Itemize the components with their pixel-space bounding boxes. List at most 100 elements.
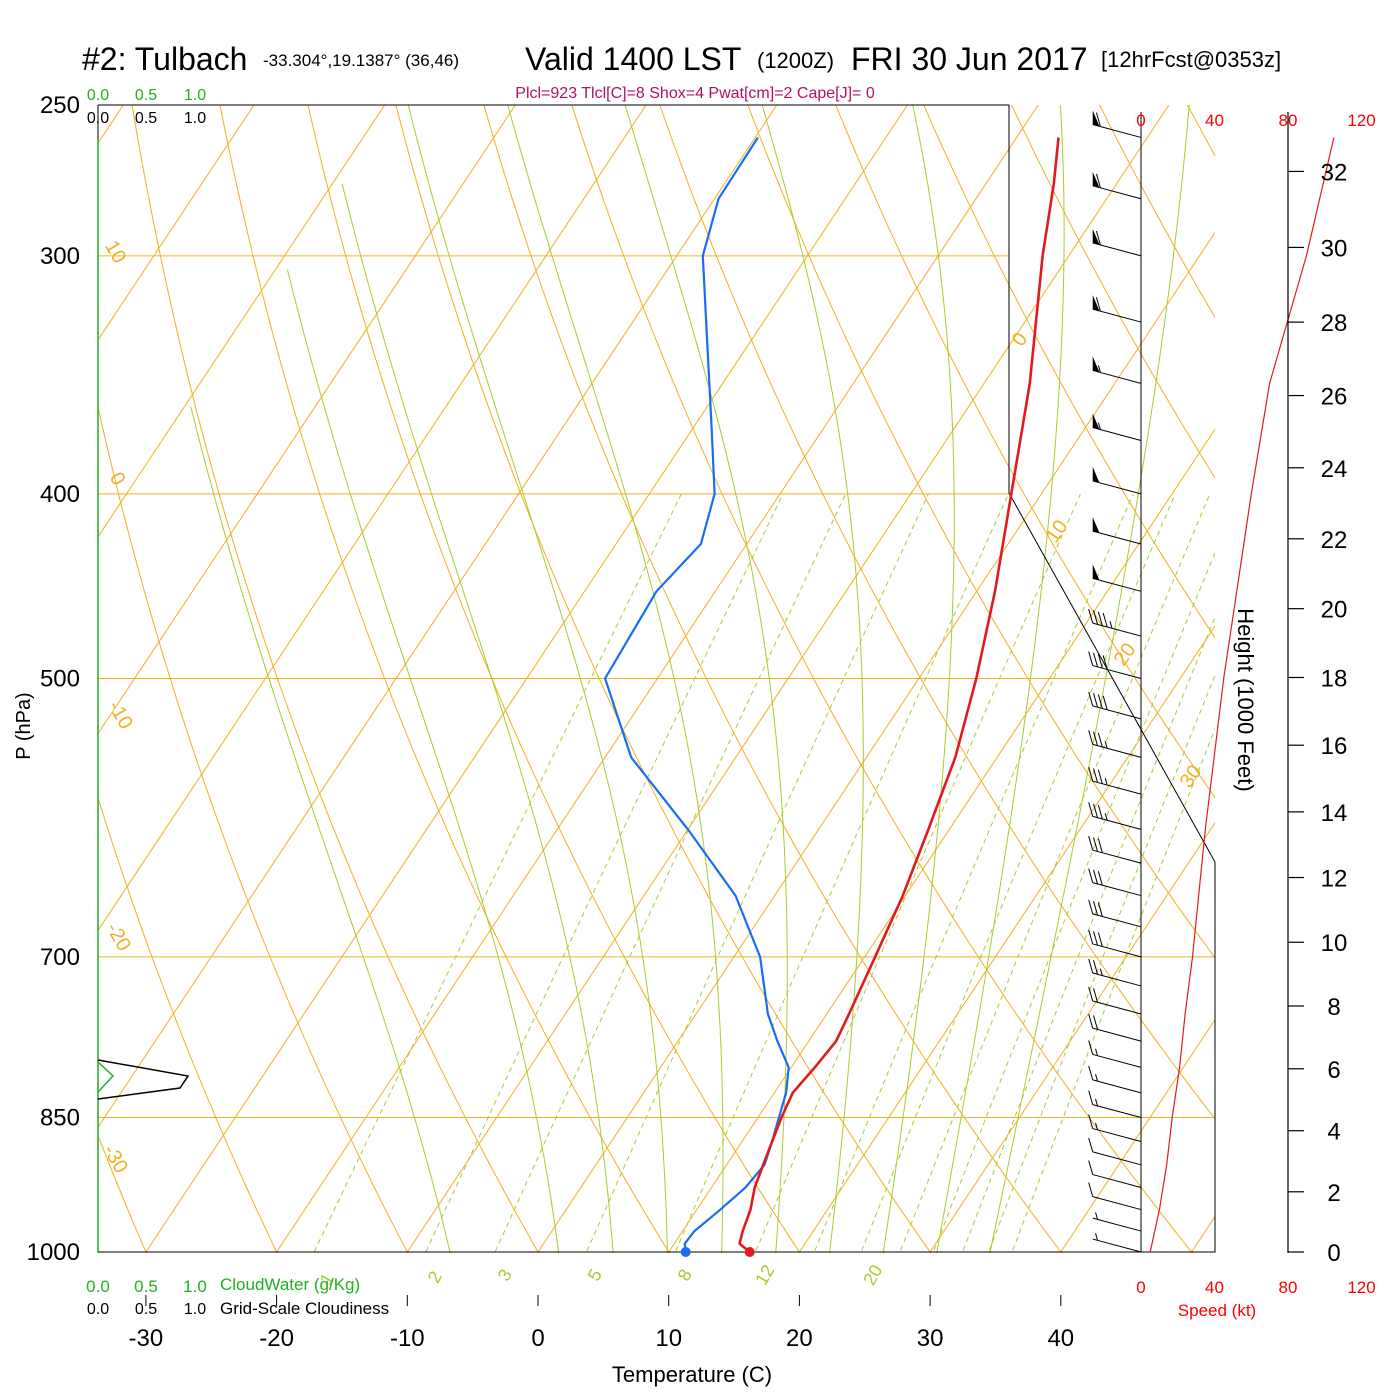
wind-barb <box>1092 564 1142 592</box>
wind-barb <box>1092 517 1142 545</box>
isobars <box>98 104 1215 1253</box>
wind-barb <box>1088 1065 1142 1094</box>
wind-barb-staff <box>1092 1217 1142 1232</box>
pressure-labels: 250 300 400 500 700 850 1000 <box>27 92 80 1266</box>
moist-adiabat-line <box>286 269 560 1253</box>
cloudiness-label: Grid-Scale Cloudiness <box>220 1299 389 1318</box>
height-tick-label: 22 <box>1321 527 1348 554</box>
wind-barb-flag <box>1088 868 1094 883</box>
speed-top-tick: 0 <box>1136 111 1145 130</box>
cloudwater-bottom-scale: 0.0 <box>86 1277 110 1296</box>
wind-barb <box>1092 1212 1142 1232</box>
mixing-ratio-label: 2 <box>424 1268 446 1287</box>
speed-profile <box>1149 137 1335 1253</box>
wind-barb-staff <box>1092 1174 1142 1188</box>
wind-barb <box>1088 651 1142 679</box>
wind-barb <box>1088 1014 1142 1042</box>
wind-barb-flag <box>1095 230 1101 246</box>
wind-barb-flag <box>1088 1065 1094 1081</box>
wind-barb-flag <box>1093 931 1099 946</box>
wind-barb-half-flag <box>1095 1098 1099 1107</box>
wind-barb-pennant <box>1092 110 1100 127</box>
mixing-ratio-line <box>313 493 682 1253</box>
moist-adiabat-line <box>882 105 955 1253</box>
wind-barb-flag <box>1093 1015 1099 1030</box>
speed-top-tick: 120 <box>1347 111 1375 130</box>
wind-barb <box>1088 1137 1142 1166</box>
wind-barb <box>1092 413 1142 441</box>
height-tick-label: 0 <box>1327 1240 1340 1267</box>
wind-barb <box>1088 929 1142 958</box>
isotherm-line <box>1191 1215 1215 1253</box>
date-title: FRI 30 Jun 2017 <box>851 41 1088 77</box>
temperature-profile <box>738 137 1060 1254</box>
height-tick-label: 8 <box>1327 994 1340 1021</box>
wind-barb-staff <box>1092 480 1142 495</box>
mixing-ratio-label: 12 <box>751 1261 778 1288</box>
dry-adiabat-line <box>483 105 1063 1253</box>
wind-barb-flag <box>1093 960 1099 975</box>
pressure-label: 300 <box>40 243 80 270</box>
wind-barb <box>1092 466 1142 495</box>
isotherm-line <box>98 105 255 341</box>
wind-barb-staff <box>1092 1053 1142 1068</box>
temperature-tick-label: 20 <box>786 1325 813 1352</box>
height-tick-label: 30 <box>1321 235 1348 262</box>
wind-barb-flag <box>1093 610 1099 625</box>
moist-adiabat-line <box>624 105 788 1253</box>
cloudwater-top-scale: 1.0 <box>184 87 206 104</box>
y-axis-label: P (hPa) <box>13 692 35 759</box>
wind-barb <box>1088 1040 1142 1068</box>
height-tick-label: 24 <box>1321 456 1348 483</box>
wind-barb-flag <box>1097 654 1103 669</box>
mixing-ratio-line <box>424 493 784 1253</box>
wind-barb-flag <box>1088 836 1094 851</box>
mixing-ratio-line <box>585 493 929 1253</box>
wind-barb-staff <box>1092 577 1142 592</box>
wind-barb-staff <box>1092 1000 1142 1015</box>
moist-adiabat-line <box>507 105 724 1253</box>
wind-barb-pennant <box>1092 356 1100 373</box>
wind-barb <box>1088 958 1142 987</box>
wind-barb-flag <box>1088 651 1094 666</box>
dry-adiabat-line <box>307 105 801 1253</box>
wind-barb-flag <box>1095 112 1101 127</box>
wind-barb <box>1092 110 1142 138</box>
wind-barb-staff <box>1092 242 1142 257</box>
valid-title: Valid 1400 LST <box>525 41 741 77</box>
mixing-ratio-line <box>987 673 1215 1253</box>
wind-barb-staff <box>1092 1196 1142 1211</box>
wind-barb-staff <box>1092 1151 1142 1166</box>
dry-adiabat-line <box>923 105 1215 639</box>
dry-adiabat-label: -20 <box>101 919 135 955</box>
height-tick-label: 18 <box>1321 665 1348 692</box>
cloudiness-bottom-scale: 0.5 <box>135 1301 157 1318</box>
wind-barb-half-flag <box>1095 1048 1099 1056</box>
pressure-label: 1000 <box>27 1239 80 1266</box>
speed-bottom-tick: 120 <box>1347 1278 1375 1297</box>
wind-barb <box>1088 1182 1142 1211</box>
wind-barb-half-flag <box>1104 813 1108 821</box>
wind-barb-staff <box>1092 743 1142 758</box>
height-tick-label: 20 <box>1321 597 1348 624</box>
cloudiness-top-scale: 0.0 <box>87 110 109 127</box>
wind-barb-staff <box>1092 780 1142 795</box>
isotherm-line <box>1060 1018 1215 1253</box>
cloudwater-label: CloudWater (g/Kg) <box>220 1275 360 1294</box>
wind-barb-flag <box>1088 1040 1094 1055</box>
wind-barb-flag <box>1097 932 1103 947</box>
x-axis-label: Temperature (C) <box>612 1362 772 1387</box>
height-tick-label: 26 <box>1321 384 1348 411</box>
wind-barb-staff <box>1092 308 1142 323</box>
wind-barb <box>1092 228 1142 257</box>
moist-adiabat-line <box>989 105 1190 1253</box>
wind-barb-flag <box>1093 803 1099 818</box>
speed-bottom-tick: 0 <box>1136 1278 1145 1297</box>
mixing-ratio-line <box>932 551 1215 1253</box>
mixing-ratio-line <box>674 493 1009 1253</box>
wind-barb-flag <box>1095 173 1101 189</box>
dry-adiabat-label: 0 <box>105 469 130 490</box>
wind-barb <box>1092 1233 1142 1253</box>
